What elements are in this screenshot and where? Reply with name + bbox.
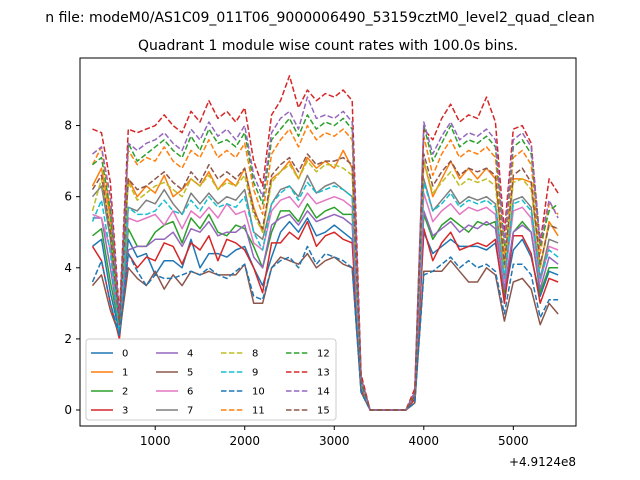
legend-label-7: 7 bbox=[187, 406, 193, 417]
series-line-9 bbox=[91, 181, 559, 411]
series-line-2 bbox=[92, 203, 559, 411]
y-tick-label: 2 bbox=[64, 332, 72, 346]
chart-suptitle: n file: modeM0/AS1C09_011T06_9000006490_… bbox=[45, 10, 594, 26]
series-line-13 bbox=[92, 75, 559, 411]
series-line-14 bbox=[92, 96, 559, 411]
series-line-10 bbox=[91, 245, 559, 411]
legend-label-3: 3 bbox=[122, 406, 128, 417]
legend-label-4: 4 bbox=[187, 349, 193, 360]
y-axis: 0 2 4 6 8 bbox=[64, 119, 80, 417]
legend-label-14: 14 bbox=[317, 387, 330, 398]
y-tick-label: 0 bbox=[64, 403, 72, 417]
x-tick-label: 5000 bbox=[498, 434, 529, 448]
x-tick-label: 1000 bbox=[140, 434, 171, 448]
series-line-12 bbox=[92, 114, 559, 411]
plot-lines bbox=[91, 75, 559, 411]
y-tick-label: 8 bbox=[64, 119, 72, 133]
series-line-8 bbox=[91, 160, 559, 411]
legend-label-10: 10 bbox=[252, 387, 265, 398]
legend-label-9: 9 bbox=[252, 368, 258, 379]
y-tick-label: 4 bbox=[64, 261, 72, 275]
x-tick-label: 3000 bbox=[319, 434, 350, 448]
legend-box bbox=[85, 338, 337, 421]
legend-label-15: 15 bbox=[317, 406, 330, 417]
legend-label-2: 2 bbox=[122, 387, 128, 398]
x-offset-label: +4.9124e8 bbox=[509, 455, 576, 469]
series-line-15 bbox=[91, 153, 559, 411]
y-tick-label: 6 bbox=[64, 190, 72, 204]
legend-label-1: 1 bbox=[122, 368, 128, 379]
legend-label-6: 6 bbox=[187, 387, 193, 398]
x-axis: 1000 2000 3000 4000 5000 bbox=[140, 426, 529, 448]
chart-title: Quadrant 1 module wise count rates with … bbox=[138, 38, 518, 54]
legend-label-11: 11 bbox=[252, 406, 265, 417]
legend-label-13: 13 bbox=[317, 368, 330, 379]
series-line-3 bbox=[91, 220, 559, 411]
legend-label-12: 12 bbox=[317, 349, 330, 360]
series-line-5 bbox=[91, 252, 559, 411]
legend-label-5: 5 bbox=[187, 368, 193, 379]
series-line-0 bbox=[92, 217, 559, 411]
series-line-11 bbox=[91, 124, 559, 411]
legend-label-0: 0 bbox=[122, 349, 128, 360]
series-line-4 bbox=[92, 210, 559, 411]
series-line-6 bbox=[92, 192, 559, 411]
x-tick-label: 2000 bbox=[229, 434, 260, 448]
plot-frame bbox=[79, 57, 577, 427]
legend-label-8: 8 bbox=[252, 349, 258, 360]
x-tick-label: 4000 bbox=[409, 434, 440, 448]
series-line-7 bbox=[91, 174, 559, 411]
